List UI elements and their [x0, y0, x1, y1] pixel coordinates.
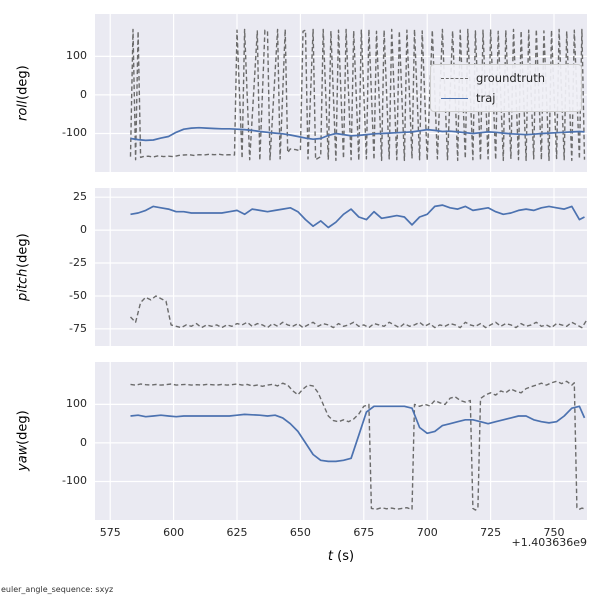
- x-tick-label: 725: [480, 526, 502, 539]
- ylabel-pitch: pitch (deg): [12, 188, 34, 346]
- axes-yaw: [95, 362, 587, 520]
- footer-note: euler_angle_sequence: sxyz: [1, 585, 114, 594]
- ylabel-yaw: yaw (deg): [12, 362, 34, 520]
- y-tick-label: -50: [69, 288, 87, 302]
- ylabel-pitch-unit: (deg): [15, 233, 31, 269]
- x-tick-label: 675: [353, 526, 375, 539]
- ylabel-yaw-var: yaw: [15, 445, 31, 472]
- x-tick-label: 750: [543, 526, 565, 539]
- pitch-plot: [95, 188, 587, 346]
- solid-line-icon: [441, 97, 468, 99]
- x-tick-label: 625: [226, 526, 248, 539]
- x-tick-label: 600: [163, 526, 185, 539]
- legend: groundtruth traj: [430, 64, 582, 112]
- xlabel: t (s): [328, 549, 354, 564]
- ylabel-pitch-var: pitch: [15, 268, 31, 301]
- y-tick-label: 100: [66, 397, 87, 411]
- y-tick-label: -100: [62, 474, 87, 488]
- x-tick-label: 575: [99, 526, 121, 539]
- ylabel-yaw-unit: (deg): [15, 410, 31, 446]
- y-tick-label: 0: [80, 223, 87, 237]
- y-tick-label: 0: [80, 435, 87, 449]
- legend-label-groundtruth: groundtruth: [476, 71, 546, 85]
- axes-pitch: [95, 188, 587, 346]
- ylabel-roll-var: roll: [15, 100, 31, 121]
- xlabel-var: t: [327, 549, 334, 564]
- y-tick-label: -75: [69, 321, 87, 335]
- legend-label-traj: traj: [476, 91, 496, 105]
- xlabel-unit: (s): [333, 549, 355, 564]
- y-tick-label: 100: [66, 49, 87, 63]
- x-tick-label: 700: [416, 526, 438, 539]
- x-tick-label: 650: [289, 526, 311, 539]
- y-tick-label: -25: [69, 256, 87, 270]
- y-tick-label: 25: [73, 190, 87, 204]
- ylabel-roll-unit: (deg): [15, 65, 31, 101]
- legend-entry-traj: traj: [441, 91, 571, 105]
- legend-entry-groundtruth: groundtruth: [441, 71, 571, 85]
- y-tick-label: 0: [80, 87, 87, 101]
- ylabel-roll: roll (deg): [12, 14, 34, 172]
- dashed-line-icon: [441, 77, 468, 79]
- yaw-plot: [95, 362, 587, 520]
- x-axis-offset-text: +1.403636e9: [511, 536, 587, 549]
- y-tick-label: -100: [62, 126, 87, 140]
